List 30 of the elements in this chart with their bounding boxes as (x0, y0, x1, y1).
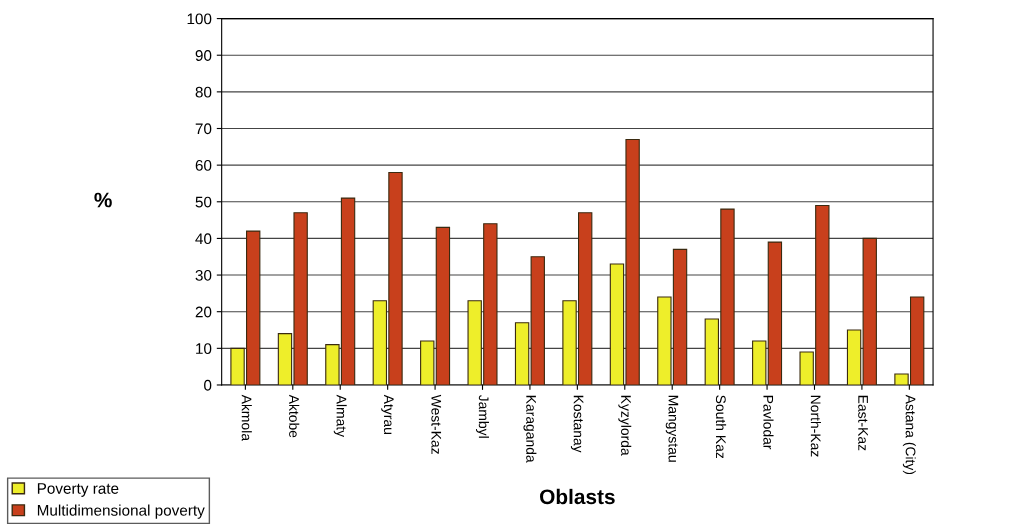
x-tick-label: Almaty (333, 394, 347, 438)
x-tick-label: West-Kaz (431, 394, 442, 454)
x-tick-label: Akmola (241, 394, 252, 442)
y-tick-label: 30 (195, 269, 212, 281)
y-tick-label: 20 (195, 306, 212, 318)
x-tick-label: Atyrau (381, 394, 394, 434)
y-axis-title: % (94, 192, 112, 208)
x-tick-label: Karaganda (523, 395, 537, 463)
x-axis-title: Oblasts (540, 488, 615, 505)
x-tick-label: Kyzylorda (618, 395, 632, 456)
x-tick-label: Aktobe (289, 394, 300, 438)
x-tick-label: East-Kaz (858, 395, 868, 451)
y-tick-label: 90 (195, 50, 212, 61)
y-tick-label: 60 (195, 160, 212, 171)
x-tick-label: South Kaz (715, 395, 727, 459)
x-tick-label: Kostanay (570, 395, 584, 453)
x-tick-label: Pavlodar (763, 395, 774, 450)
y-tick-label: 100 (187, 13, 212, 25)
y-tick-label: 40 (195, 233, 212, 245)
x-tick-label: Mangystau (665, 395, 679, 462)
x-tick-label: North-Kaz (810, 395, 821, 457)
y-tick-label: 10 (196, 343, 212, 355)
y-tick-label: 70 (195, 123, 212, 135)
y-tick-label: 0 (204, 379, 212, 391)
y-tick-label: 80 (195, 86, 212, 98)
legend-label: Multidimensional poverty (37, 504, 205, 519)
legend-label: Poverty rate (37, 483, 119, 497)
x-tick-label: Astana (City) (902, 394, 916, 475)
y-tick-label: 50 (195, 196, 212, 208)
x-tick-label: Jambyl (476, 394, 489, 438)
